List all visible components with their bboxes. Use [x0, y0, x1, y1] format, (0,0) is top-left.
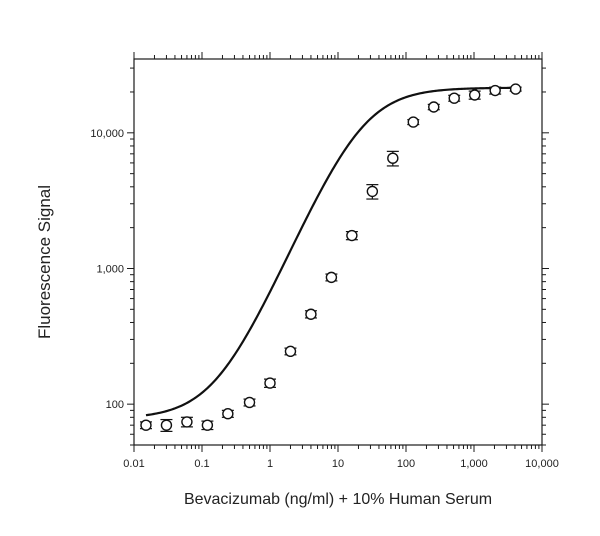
data-points-group — [139, 83, 522, 432]
data-point — [160, 419, 173, 431]
data-point — [284, 345, 297, 358]
fit-curve-group — [145, 86, 516, 417]
y-tick-label: 10,000 — [90, 128, 124, 140]
data-point — [201, 419, 214, 431]
x-tick-label: 10 — [332, 458, 344, 470]
data-point — [407, 116, 419, 128]
data-point — [346, 229, 358, 242]
data-point — [243, 396, 256, 409]
x-tick-label: 100 — [397, 458, 415, 470]
data-point — [140, 419, 152, 431]
x-tick-label: 10,000 — [525, 458, 559, 470]
data-point — [448, 92, 460, 104]
data-point — [509, 83, 522, 95]
data-point — [181, 416, 193, 428]
y-axis: 100 1,000 10,000 — [90, 67, 549, 446]
data-point — [222, 408, 234, 420]
y-axis-label: Fluorescence Signal — [35, 185, 54, 339]
x-axis: 0.01 0.1 1 10 100 1,000 10,000 — [123, 52, 559, 470]
data-point — [489, 84, 501, 97]
x-tick-label: 0.1 — [194, 458, 209, 470]
plot-frame — [133, 58, 543, 446]
data-point — [387, 152, 399, 164]
y-tick-label: 100 — [106, 399, 124, 411]
x-tick-label: 1 — [267, 458, 273, 470]
data-point — [325, 271, 338, 284]
x-axis-label: Bevacizumab (ng/ml) + 10% Human Serum — [184, 491, 492, 508]
data-point — [428, 101, 440, 113]
x-tick-label: 1,000 — [460, 458, 488, 470]
data-point — [366, 185, 379, 198]
data-point — [469, 89, 481, 101]
fit-curve — [145, 86, 516, 417]
data-point — [264, 377, 276, 389]
data-point — [305, 308, 317, 320]
y-tick-label: 1,000 — [96, 263, 124, 275]
x-tick-label: 0.01 — [123, 458, 144, 470]
